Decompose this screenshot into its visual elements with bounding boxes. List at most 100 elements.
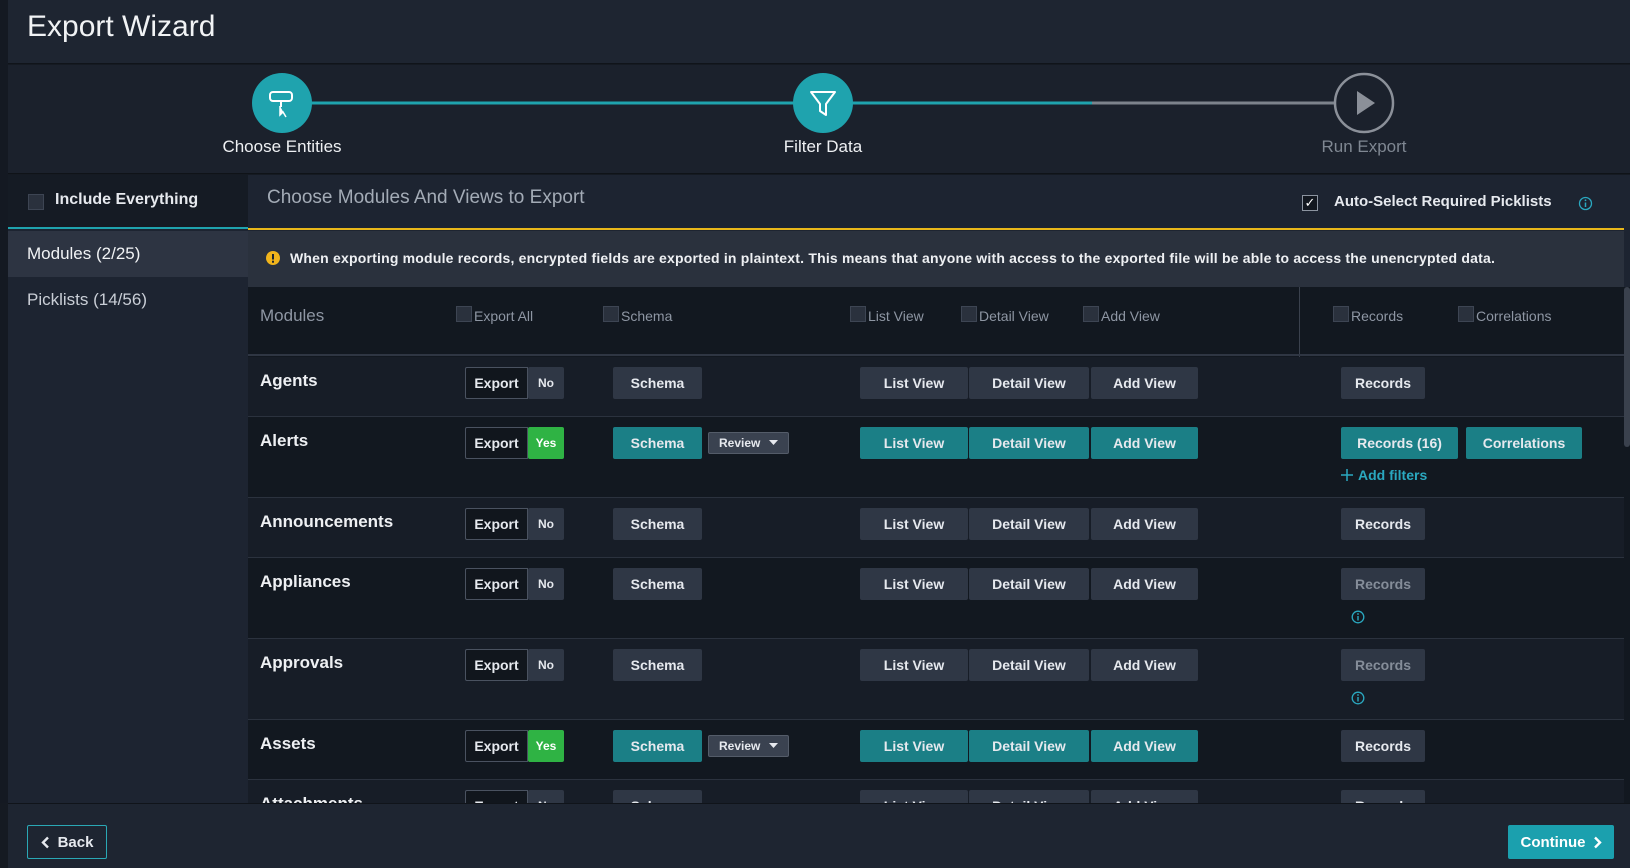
records-button[interactable]: Records [1341,568,1425,600]
export-toggle[interactable]: Yes [528,730,564,762]
schema-button[interactable]: Schema [613,730,702,762]
detail-view-button[interactable]: Detail View [969,508,1089,540]
module-name: Announcements [260,512,394,531]
step-circle[interactable] [793,73,853,133]
sidebar-tab[interactable]: Modules (2/25) [8,231,248,277]
module-name: Appliances [260,572,351,591]
step-label: Choose Entities [222,137,342,156]
records-button[interactable]: Records [1341,367,1425,399]
step-label: Run Export [1321,137,1407,156]
header-checkbox[interactable] [850,306,866,322]
export-button[interactable]: Export [465,649,528,681]
table-row: Announcements Export No Schema List View Deta… [248,498,1624,558]
export-toggle[interactable]: No [528,790,564,803]
list-view-button[interactable]: List View [860,367,968,399]
include-everything-label[interactable]: Include Everything [55,191,199,208]
module-name: Alerts [260,431,309,450]
export-button[interactable]: Export [465,427,528,459]
detail-view-button[interactable]: Detail View [969,790,1089,803]
header-checkbox[interactable] [1083,306,1099,322]
schema-button[interactable]: Schema [613,508,702,540]
export-toggle[interactable]: No [528,568,564,600]
records-button[interactable]: Records [1341,508,1425,540]
export-button[interactable]: Export [465,790,528,803]
list-view-button[interactable]: List View [860,649,968,681]
review-button[interactable]: Review [708,432,789,454]
records-button[interactable]: Records [1341,649,1425,681]
module-name: Agents [260,371,318,390]
records-button[interactable]: Records [1341,730,1425,762]
sidebar-tab[interactable]: Picklists (14/56) [27,290,147,309]
add-view-button[interactable]: Add View [1091,790,1198,803]
warning-icon [266,251,280,265]
add-view-button[interactable]: Add View [1091,649,1198,681]
list-view-button[interactable]: List View [860,427,968,459]
schema-button[interactable]: Schema [613,427,702,459]
column-header: Schema [621,308,673,324]
header-checkbox[interactable] [1333,306,1349,322]
table-row: Agents Export No Schema List View Detail View… [248,357,1624,417]
schema-button[interactable]: Schema [613,367,702,399]
export-button[interactable]: Export [465,508,528,540]
add-view-button[interactable]: Add View [1091,568,1198,600]
table-row: Approvals Export No Schema List View Detail V… [248,639,1624,720]
info-icon[interactable] [1351,610,1365,624]
detail-view-button[interactable]: Detail View [969,568,1089,600]
include-everything-checkbox[interactable] [28,194,44,210]
export-toggle[interactable]: No [528,367,564,399]
info-icon[interactable] [1351,691,1365,705]
export-button[interactable]: Export [465,568,528,600]
panel-top: Choose Modules And Views to Export ✓ Aut… [248,175,1630,287]
export-button[interactable]: Export [465,730,528,762]
add-view-button[interactable]: Add View [1091,367,1198,399]
export-toggle[interactable]: No [528,649,564,681]
header-checkbox[interactable] [456,306,472,322]
detail-view-button[interactable]: Detail View [969,367,1089,399]
back-button[interactable]: Back [27,825,107,859]
continue-button[interactable]: Continue [1508,825,1614,859]
add-view-button[interactable]: Add View [1091,427,1198,459]
detail-view-button[interactable]: Detail View [969,427,1089,459]
stepper: Choose Entities Filter Data Run Export [8,65,1630,174]
list-view-button[interactable]: List View [860,508,968,540]
add-view-button[interactable]: Add View [1091,730,1198,762]
warning-text: When exporting module records, encrypted… [290,250,1496,266]
detail-view-button[interactable]: Detail View [969,649,1089,681]
step-circle[interactable] [252,73,312,133]
detail-view-button[interactable]: Detail View [969,730,1089,762]
export-button[interactable]: Export [465,367,528,399]
header-checkbox[interactable] [961,306,977,322]
column-header: Correlations [1476,308,1552,324]
footer: Back Continue [8,803,1630,868]
step-circle[interactable] [1333,72,1395,134]
step-label: Filter Data [783,137,863,156]
export-toggle[interactable]: No [528,508,564,540]
export-toggle[interactable]: Yes [528,427,564,459]
module-table: Modules Export All Schema List View Detail V… [248,287,1630,803]
list-view-button[interactable]: List View [860,790,968,803]
table-header: Modules Export All Schema List View Detail V… [248,287,1624,356]
review-button[interactable]: Review [708,735,789,757]
auto-select-checkbox[interactable]: ✓ [1302,195,1318,211]
header-checkbox[interactable] [1458,306,1474,322]
continue-label: Continue [1520,833,1586,851]
schema-button[interactable]: Schema [613,790,702,803]
schema-button[interactable]: Schema [613,649,702,681]
auto-select-label[interactable]: Auto-Select Required Picklists [1334,193,1552,210]
correlations-button[interactable]: Correlations [1466,427,1582,459]
info-icon[interactable] [1578,196,1593,211]
caret [769,440,778,445]
list-view-button[interactable]: List View [860,568,968,600]
column-header: Export All [474,308,534,324]
table-row: Assets Export Yes Schema Review List View Deta… [248,720,1624,780]
header-checkbox[interactable] [603,306,619,322]
add-view-button[interactable]: Add View [1091,508,1198,540]
table-row: Alerts Export Yes Schema Review List View Deta… [248,417,1624,498]
add-filters-link[interactable]: Add filters [1341,467,1427,483]
schema-button[interactable]: Schema [613,568,702,600]
records-button[interactable]: Records (16) [1341,427,1458,459]
scrollbar [1624,287,1630,447]
records-button[interactable]: Records [1341,790,1425,803]
list-view-button[interactable]: List View [860,730,968,762]
table-row: Appliances Export No Schema List View Detail … [248,558,1624,639]
